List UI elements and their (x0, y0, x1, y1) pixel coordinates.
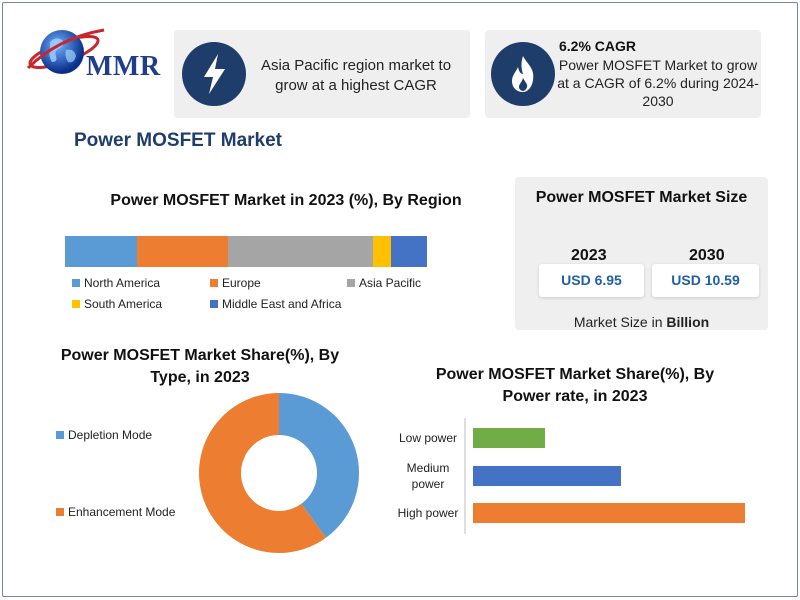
power-bar-low-power (473, 428, 545, 448)
cagr-text: Power MOSFET Market to grow at a CAGR of… (557, 57, 759, 109)
legend-swatch (56, 431, 64, 439)
type-chart-title: Power MOSFET Market Share(%), By Type, i… (50, 345, 350, 389)
year-2023-label: 2023 (571, 247, 607, 264)
region-segment-north-america (65, 236, 138, 267)
cagr-title: 6.2% CAGR (559, 38, 637, 54)
mmr-logo: MMR (22, 20, 172, 90)
region-chart-title: Power MOSFET Market in 2023 (%), By Regi… (110, 192, 462, 209)
region-cagr-text: Asia Pacific region market to grow at a … (260, 57, 452, 94)
logo-text: MMR (86, 51, 161, 82)
flame-icon (491, 42, 555, 106)
market-size-card: Power MOSFET Market Size 2023 2030 USD 6… (515, 177, 768, 330)
legend-swatch (210, 300, 218, 308)
market-size-note-prefix: Market Size in (573, 314, 667, 330)
legend-item-depletion-mode: Depletion Mode (56, 428, 152, 442)
type-legend: Depletion Mode Enhancement Mode (56, 428, 196, 528)
market-size-unit: Billion (666, 314, 710, 330)
market-size-title: Power MOSFET Market Size (535, 189, 748, 206)
legend-swatch (347, 279, 355, 287)
legend-item-north-america: North America (72, 276, 160, 290)
type-donut-chart (199, 393, 359, 553)
legend-label: Middle East and Africa (222, 297, 342, 311)
power-rate-bar-chart: Low power Medium power High power (398, 418, 745, 534)
power-bar-high-power (473, 503, 745, 523)
legend-label: South America (84, 297, 163, 311)
legend-label: Asia Pacific (359, 276, 422, 290)
donut-slice-enhancement-mode (199, 393, 327, 553)
region-segment-asia-pacific (227, 236, 373, 267)
value-2030: USD 10.59 (652, 264, 759, 297)
region-stacked-bar (65, 236, 427, 267)
power-category-label: Low power (399, 431, 457, 445)
region-segment-middle-east-and-africa (390, 236, 427, 267)
power-category-label: High power (398, 506, 459, 520)
legend-swatch (72, 279, 80, 287)
legend-label: Depletion Mode (68, 428, 153, 442)
lightning-bolt-icon (182, 42, 246, 106)
year-2030-label: 2030 (689, 247, 725, 264)
legend-item-enhancement-mode: Enhancement Mode (56, 505, 175, 519)
region-segment-south-america (372, 236, 391, 267)
legend-item-europe: Europe (210, 276, 261, 290)
market-cagr-card: 6.2% CAGR Power MOSFET Market to grow at… (485, 30, 761, 118)
type-chart-title-line-2: Type, in 2023 (150, 369, 250, 386)
value-2023: USD 6.95 (539, 264, 644, 297)
power-chart-title-line-1: Power MOSFET Market Share(%), By (435, 366, 715, 383)
globe-icon (26, 28, 105, 74)
legend-label: Europe (222, 276, 261, 290)
type-chart-title-line-1: Power MOSFET Market Share(%), By (60, 347, 340, 364)
legend-swatch (210, 279, 218, 287)
legend-swatch (56, 508, 64, 516)
region-legend: North America Europe Asia Pacific South Ame… (72, 276, 452, 316)
legend-swatch (72, 300, 80, 308)
page-title: Power MOSFET Market (74, 130, 282, 151)
legend-item-middle-east-and-africa: Middle East and Africa (210, 297, 341, 311)
donut-slice-depletion-mode (279, 393, 359, 538)
power-chart-title: Power MOSFET Market Share(%), By Power r… (420, 364, 730, 408)
power-chart-title-line-2: Power rate, in 2023 (502, 388, 648, 405)
legend-item-asia-pacific: Asia Pacific (347, 276, 421, 290)
power-bar-medium-power (473, 466, 621, 486)
power-category-label: Medium power (407, 461, 450, 491)
legend-item-south-america: South America (72, 297, 162, 311)
region-segment-europe (137, 236, 228, 267)
legend-label: North America (84, 276, 161, 290)
legend-label: Enhancement Mode (68, 505, 176, 519)
region-cagr-card: Asia Pacific region market to grow at a … (174, 30, 470, 118)
market-size-note: Market Size in Billion (515, 314, 768, 330)
